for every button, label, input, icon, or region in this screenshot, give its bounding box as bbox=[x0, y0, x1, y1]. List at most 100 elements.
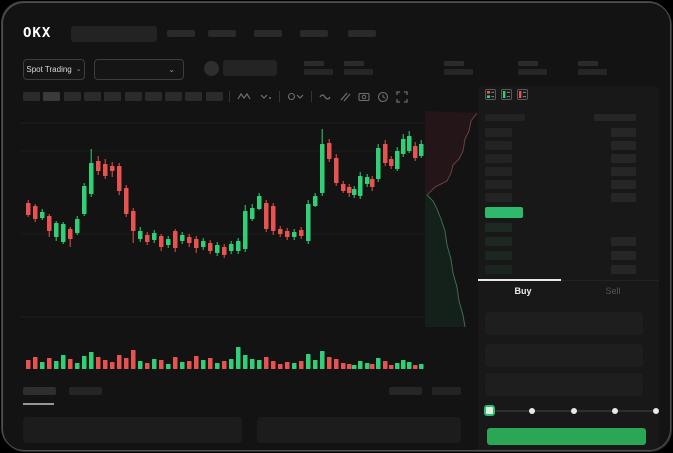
volume-bar bbox=[194, 356, 199, 369]
bottom-tab-indicator bbox=[23, 403, 54, 405]
volume-bar bbox=[201, 360, 206, 369]
slider-dot[interactable] bbox=[653, 408, 659, 414]
nav-item[interactable] bbox=[348, 30, 376, 37]
tool-button[interactable] bbox=[83, 92, 101, 101]
candle bbox=[201, 238, 206, 250]
tab-sell[interactable]: Sell bbox=[605, 286, 621, 296]
volume-bar bbox=[419, 364, 424, 369]
nav-item[interactable] bbox=[208, 30, 236, 37]
pair-selector[interactable]: ⌄ bbox=[94, 59, 184, 80]
volume-bar bbox=[40, 362, 45, 369]
search-input[interactable] bbox=[71, 26, 157, 42]
bottom-action-placeholder[interactable] bbox=[389, 387, 422, 395]
volume-bar bbox=[407, 362, 412, 369]
tool-button[interactable] bbox=[23, 92, 40, 101]
candle bbox=[320, 129, 325, 196]
tool-button[interactable] bbox=[185, 92, 203, 101]
candle bbox=[358, 172, 363, 199]
zigzag-icon[interactable] bbox=[237, 91, 252, 102]
depth-chart bbox=[425, 111, 477, 327]
candle bbox=[383, 140, 388, 166]
pair-avatar bbox=[204, 61, 219, 76]
orders-panel-placeholder bbox=[257, 417, 461, 443]
ticker-stat bbox=[344, 60, 374, 76]
volume-bar bbox=[145, 363, 150, 369]
tab-divider bbox=[478, 280, 659, 281]
bottom-action-placeholder[interactable] bbox=[432, 387, 461, 395]
clock-icon[interactable] bbox=[377, 91, 389, 103]
camera-icon[interactable] bbox=[358, 91, 370, 102]
bottom-tab-active[interactable] bbox=[23, 387, 56, 395]
candle bbox=[103, 159, 108, 179]
candle bbox=[222, 244, 227, 258]
candle bbox=[236, 238, 241, 254]
fullscreen-icon[interactable] bbox=[396, 90, 408, 103]
candle bbox=[365, 174, 370, 187]
volume-bar bbox=[138, 361, 143, 369]
buy-submit-button[interactable] bbox=[487, 428, 646, 445]
volume-bar bbox=[264, 357, 269, 369]
volume-bar bbox=[327, 357, 332, 369]
candle bbox=[395, 147, 400, 171]
candle bbox=[33, 204, 38, 222]
tool-button[interactable] bbox=[144, 92, 162, 101]
volume-bar bbox=[96, 357, 101, 369]
circle-chevron-icon[interactable] bbox=[287, 91, 304, 102]
tool-button[interactable] bbox=[205, 92, 223, 101]
candle bbox=[334, 154, 339, 186]
total-input[interactable] bbox=[485, 373, 643, 396]
bottom-tab[interactable] bbox=[69, 387, 102, 395]
nav-item[interactable] bbox=[254, 30, 282, 37]
volume-bar bbox=[365, 363, 370, 369]
volume-bar bbox=[75, 363, 80, 369]
candle bbox=[264, 200, 269, 232]
slider-dot[interactable] bbox=[529, 408, 535, 414]
volume-bar bbox=[208, 358, 213, 369]
tool-button[interactable] bbox=[63, 92, 81, 101]
last-price-highlight bbox=[485, 207, 523, 218]
tool-button[interactable] bbox=[43, 92, 61, 101]
candle bbox=[152, 230, 157, 243]
tool-button[interactable] bbox=[104, 92, 122, 101]
divider bbox=[279, 91, 280, 102]
volume-bar bbox=[117, 355, 122, 369]
slider-dot[interactable] bbox=[571, 408, 577, 414]
bids-only-icon[interactable] bbox=[501, 89, 512, 100]
candle bbox=[285, 228, 290, 240]
candle bbox=[370, 176, 375, 191]
candle bbox=[292, 229, 297, 240]
price-input[interactable] bbox=[485, 312, 643, 335]
slider-dot[interactable] bbox=[612, 408, 618, 414]
amount-input[interactable] bbox=[485, 344, 643, 367]
wave-icon[interactable] bbox=[319, 91, 332, 102]
volume-bar bbox=[313, 360, 318, 369]
volume-bar bbox=[103, 360, 108, 369]
chevron-dot-icon[interactable] bbox=[259, 91, 272, 102]
tab-buy[interactable]: Buy bbox=[514, 286, 532, 296]
volume-bar bbox=[47, 358, 52, 369]
tool-button[interactable] bbox=[124, 92, 142, 101]
candle bbox=[208, 240, 213, 254]
nav-item[interactable] bbox=[167, 30, 195, 37]
percent-slider[interactable] bbox=[487, 410, 654, 412]
volume-bar bbox=[358, 361, 363, 369]
tool-button[interactable] bbox=[165, 92, 183, 101]
market-type-selector[interactable]: Spot Trading ⌄ bbox=[23, 59, 85, 80]
volume-bar bbox=[271, 361, 276, 369]
candle bbox=[389, 156, 394, 169]
volume-bar bbox=[166, 364, 171, 369]
candle bbox=[250, 204, 255, 221]
candle bbox=[187, 234, 192, 247]
candle bbox=[327, 139, 332, 162]
nav-item[interactable] bbox=[300, 30, 328, 37]
divider bbox=[229, 91, 230, 102]
combined-book-icon[interactable] bbox=[485, 89, 496, 100]
slider-handle[interactable] bbox=[484, 405, 495, 416]
volume-bar bbox=[26, 360, 31, 369]
asks-only-icon[interactable] bbox=[517, 89, 528, 100]
candle bbox=[89, 149, 94, 197]
okx-logo[interactable]: OKX bbox=[23, 25, 52, 41]
volume-bar bbox=[243, 355, 248, 369]
candlestick-chart[interactable] bbox=[21, 109, 425, 335]
layers-icon[interactable] bbox=[339, 91, 351, 103]
